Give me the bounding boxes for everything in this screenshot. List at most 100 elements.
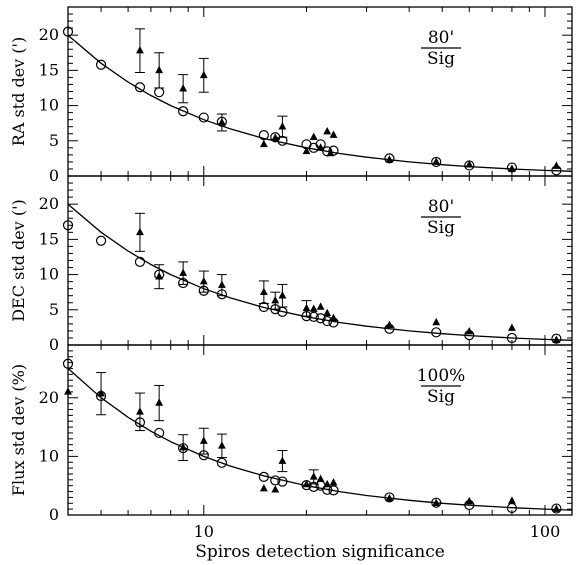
panel-2: 0 5 10 15 20 DEC std dev (') 80'Sig [9, 175, 573, 354]
data-point-circle [506, 162, 518, 173]
data-point-circle [384, 492, 395, 503]
data-point-triangle [465, 496, 474, 505]
y-tick-label: 10 [39, 96, 59, 115]
data-point-circle [62, 26, 74, 37]
data-point-triangle [278, 291, 287, 299]
data-point-circle [154, 427, 165, 439]
data-point-circle [216, 457, 227, 468]
data-point-triangle [323, 127, 332, 135]
data-point-triangle [465, 327, 474, 335]
data-point-circle [62, 358, 74, 369]
y-tick-label: 20 [39, 388, 59, 407]
panel-3: 0 10 20 Flux std dev (%) 100%Sig [9, 344, 573, 524]
y-tick-label: 10 [39, 446, 59, 465]
data-point-triangle [136, 407, 144, 415]
data-point-triangle [309, 132, 318, 141]
data-point-triangle [432, 498, 441, 507]
annotation-denominator: Sig [427, 218, 455, 238]
data-point-triangle [217, 441, 226, 449]
data-point-triangle [302, 303, 311, 312]
data-point-triangle [323, 479, 332, 488]
data-point-triangle [309, 304, 318, 312]
data-point-triangle [271, 133, 280, 141]
data-point-triangle [136, 227, 144, 236]
data-point-triangle [552, 335, 561, 343]
data-point-circle [270, 475, 281, 486]
data-point-circle [506, 332, 518, 344]
x-tick-label: 10 [194, 522, 214, 541]
y-tick-label: 20 [39, 194, 59, 213]
y-tick-label: 5 [49, 131, 59, 150]
model-curve [67, 367, 573, 511]
data-point-triangle [326, 148, 335, 157]
data-point-triangle [217, 280, 226, 288]
x-axis-label: Spiros detection significance [195, 542, 445, 562]
data-point-triangle [217, 117, 226, 126]
annotation-denominator: Sig [427, 387, 455, 407]
data-point-triangle [385, 493, 394, 502]
data-point-triangle [508, 323, 516, 331]
data-point-triangle [179, 268, 188, 276]
y-tick-label: 15 [39, 60, 59, 79]
data-point-triangle [465, 160, 474, 168]
data-point-triangle [259, 484, 268, 492]
data-point-triangle [309, 472, 318, 480]
y-axis-label: DEC std dev (') [9, 199, 28, 322]
model-curve [67, 203, 573, 341]
data-point-triangle [179, 84, 188, 92]
data-point-circle [384, 153, 395, 164]
data-point-triangle [508, 496, 516, 504]
data-point-triangle [259, 139, 268, 148]
model-curve [67, 34, 573, 172]
data-point-triangle [432, 157, 441, 165]
data-point-circle [95, 235, 107, 246]
data-point-triangle [155, 272, 164, 280]
data-point-circle [95, 59, 107, 70]
data-point-triangle [329, 130, 338, 138]
data-point-triangle [385, 155, 394, 163]
data-point-triangle [432, 317, 441, 326]
data-point-circle [322, 315, 333, 327]
y-tick-label: 0 [49, 335, 59, 354]
data-point-triangle [259, 287, 268, 295]
data-point-triangle [323, 308, 332, 317]
data-point-triangle [199, 277, 208, 285]
data-point-circle [178, 106, 189, 117]
y-tick-label: 10 [39, 265, 59, 284]
data-point-triangle [552, 161, 561, 169]
annotation-denominator: Sig [427, 49, 455, 69]
panel-1: 0 5 10 15 20 RA std dev (') 80'Sig [9, 6, 573, 185]
y-tick-label: 20 [39, 25, 59, 44]
data-point-triangle [329, 478, 338, 486]
data-point-triangle [278, 122, 287, 130]
y-axis-label: RA std dev (') [9, 37, 28, 146]
annotation-numerator: 80' [428, 197, 454, 217]
data-point-triangle [199, 70, 208, 79]
data-point-triangle [316, 474, 325, 483]
data-point-circle [431, 497, 442, 508]
data-point-circle [277, 476, 288, 487]
data-point-triangle [316, 143, 325, 151]
plot-frame [67, 344, 573, 516]
data-point-triangle [302, 479, 311, 488]
data-point-triangle [278, 456, 287, 464]
data-point-circle [308, 142, 319, 153]
data-point-circle [258, 471, 269, 482]
data-point-triangle [155, 65, 164, 74]
data-point-triangle [552, 504, 561, 512]
data-point-circle [551, 333, 562, 344]
y-axis-label: Flux std dev (%) [9, 364, 28, 496]
data-point-triangle [155, 398, 164, 406]
data-point-triangle [271, 485, 280, 493]
data-point-triangle [97, 389, 105, 397]
x-tick-label: 100 [530, 522, 561, 541]
data-point-triangle [508, 164, 516, 172]
data-point-triangle [271, 296, 280, 304]
data-point-circle [134, 82, 146, 93]
data-point-circle [308, 311, 319, 322]
data-point-circle [134, 256, 146, 268]
data-point-circle [198, 112, 209, 123]
data-point-circle [328, 485, 339, 496]
